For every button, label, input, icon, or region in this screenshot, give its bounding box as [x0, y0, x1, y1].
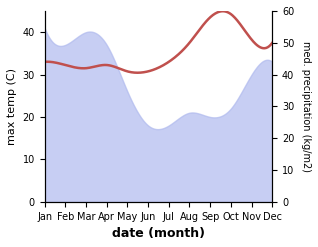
X-axis label: date (month): date (month)	[112, 227, 205, 240]
Y-axis label: med. precipitation (kg/m2): med. precipitation (kg/m2)	[301, 41, 311, 172]
Y-axis label: max temp (C): max temp (C)	[7, 68, 17, 145]
